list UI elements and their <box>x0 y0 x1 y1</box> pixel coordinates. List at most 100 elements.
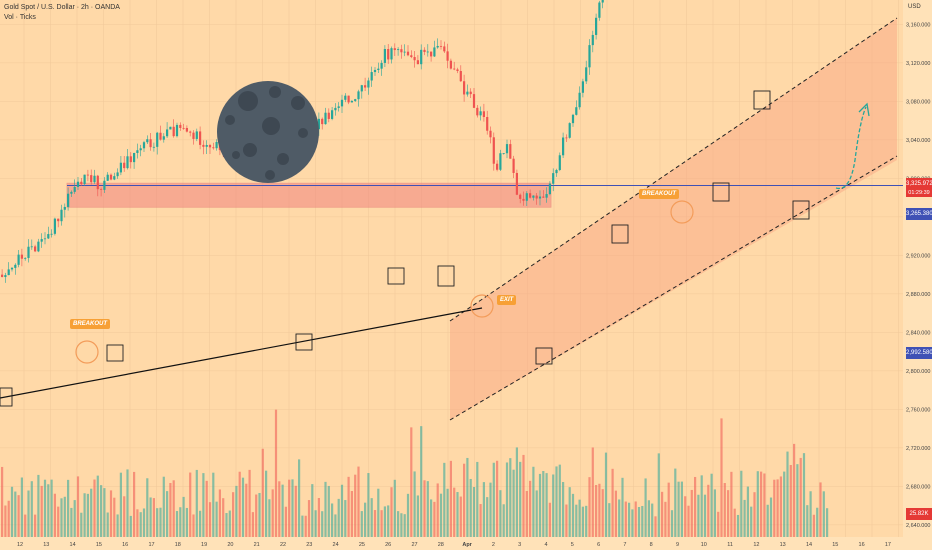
volume-bar <box>416 495 419 537</box>
volume-bar <box>420 426 423 537</box>
support-price-tag: 2,992.580 <box>906 347 932 359</box>
volume-bar <box>631 509 634 537</box>
candle-body <box>199 131 202 145</box>
price-axis-tick: 2,760.000 <box>906 407 930 413</box>
volume-bar <box>57 506 60 537</box>
time-axis-tick: 2 <box>492 542 495 548</box>
volume-bar <box>235 485 238 537</box>
volume-bar <box>535 490 538 537</box>
volume-bar <box>17 495 20 537</box>
candle-body <box>189 131 192 133</box>
volume-bar <box>278 481 281 537</box>
candle-body <box>129 156 132 163</box>
volume-bar <box>192 514 195 537</box>
volume-bar <box>281 484 284 537</box>
time-axis-tick: 13 <box>780 542 786 548</box>
volume-bar <box>519 461 522 537</box>
volume-bar <box>350 491 353 537</box>
volume-bar <box>4 505 7 537</box>
candle-body <box>357 91 360 100</box>
candle-body <box>512 158 515 173</box>
candle-body <box>156 132 159 147</box>
candle-body <box>106 174 109 181</box>
volume-bar <box>687 505 690 537</box>
candle-body <box>40 239 43 242</box>
volume-bar <box>670 510 674 537</box>
volume-bar <box>251 512 254 537</box>
volume-bar <box>740 470 743 537</box>
candle-body <box>17 254 20 265</box>
volume-bar <box>608 503 611 537</box>
volume-bar <box>499 490 502 537</box>
volume-bar <box>208 502 212 537</box>
candle-body <box>433 47 436 57</box>
candle-body <box>373 69 377 73</box>
candle-body <box>555 169 558 174</box>
time-axis-tick: 27 <box>411 542 417 548</box>
candle-body <box>532 195 535 198</box>
candle-body <box>568 123 571 138</box>
volume-bar <box>598 483 601 537</box>
bar-countdown: 01:29:39 <box>906 189 932 197</box>
volume-bar <box>133 471 136 537</box>
candle-body <box>334 107 337 111</box>
candle-body <box>443 46 446 52</box>
volume-bar <box>730 471 733 537</box>
volume-bar <box>298 459 301 537</box>
projection-arrowhead <box>858 102 870 117</box>
moon-crater <box>238 91 258 111</box>
volume-bar <box>96 475 99 537</box>
candle-body <box>393 48 396 51</box>
candle-body <box>80 181 83 184</box>
candle-body <box>175 124 179 137</box>
volume-bar <box>232 492 235 537</box>
volume-value-tag: 25.82K <box>906 508 932 520</box>
volume-bar <box>430 499 433 537</box>
time-axis-tick: 12 <box>753 542 759 548</box>
candle-body <box>492 137 495 164</box>
candle-body <box>548 183 551 195</box>
candle-body <box>192 132 195 139</box>
candle-body <box>578 92 581 108</box>
volume-bar <box>185 507 188 537</box>
candle-body <box>387 48 390 60</box>
volume-bar <box>129 515 132 537</box>
price-axis-tick: 2,920.000 <box>906 253 930 259</box>
volume-bar <box>245 483 248 537</box>
volume-bar <box>486 497 489 537</box>
trendline-black <box>0 307 483 399</box>
volume-bar <box>482 482 485 537</box>
volume-bar <box>291 479 294 537</box>
volume-bar <box>225 513 228 537</box>
candle-body <box>575 107 578 115</box>
candle-body <box>179 124 182 128</box>
volume-bar <box>406 493 410 537</box>
volume-bar <box>684 496 687 537</box>
volume-bar <box>674 468 677 537</box>
volume-bar <box>370 498 373 537</box>
volume-bar <box>489 482 492 537</box>
volume-bar <box>202 473 205 537</box>
volume-bar <box>403 514 406 537</box>
candle-body <box>83 174 86 184</box>
volume-bar <box>446 488 449 537</box>
volume-bar <box>50 479 53 537</box>
candle-body <box>67 193 70 207</box>
candle-body <box>515 172 518 195</box>
breakout-label-left: BREAKOUT <box>70 319 110 329</box>
volume-bar <box>512 469 515 537</box>
price-axis-tick: 2,680.000 <box>906 484 930 490</box>
volume-bar <box>578 499 581 537</box>
volume-bar <box>588 477 591 537</box>
exit-label: EXIT <box>497 295 517 305</box>
candle-body <box>571 114 575 124</box>
symbol-title: Gold Spot / U.S. Dollar · 2h · OANDA <box>4 4 120 11</box>
time-axis-panel <box>0 537 903 550</box>
volume-bar <box>522 454 525 537</box>
candle-body <box>410 55 413 58</box>
candle-body <box>436 45 439 48</box>
candle-body <box>340 99 344 107</box>
volume-bar <box>152 498 155 537</box>
candle-body <box>522 198 525 201</box>
